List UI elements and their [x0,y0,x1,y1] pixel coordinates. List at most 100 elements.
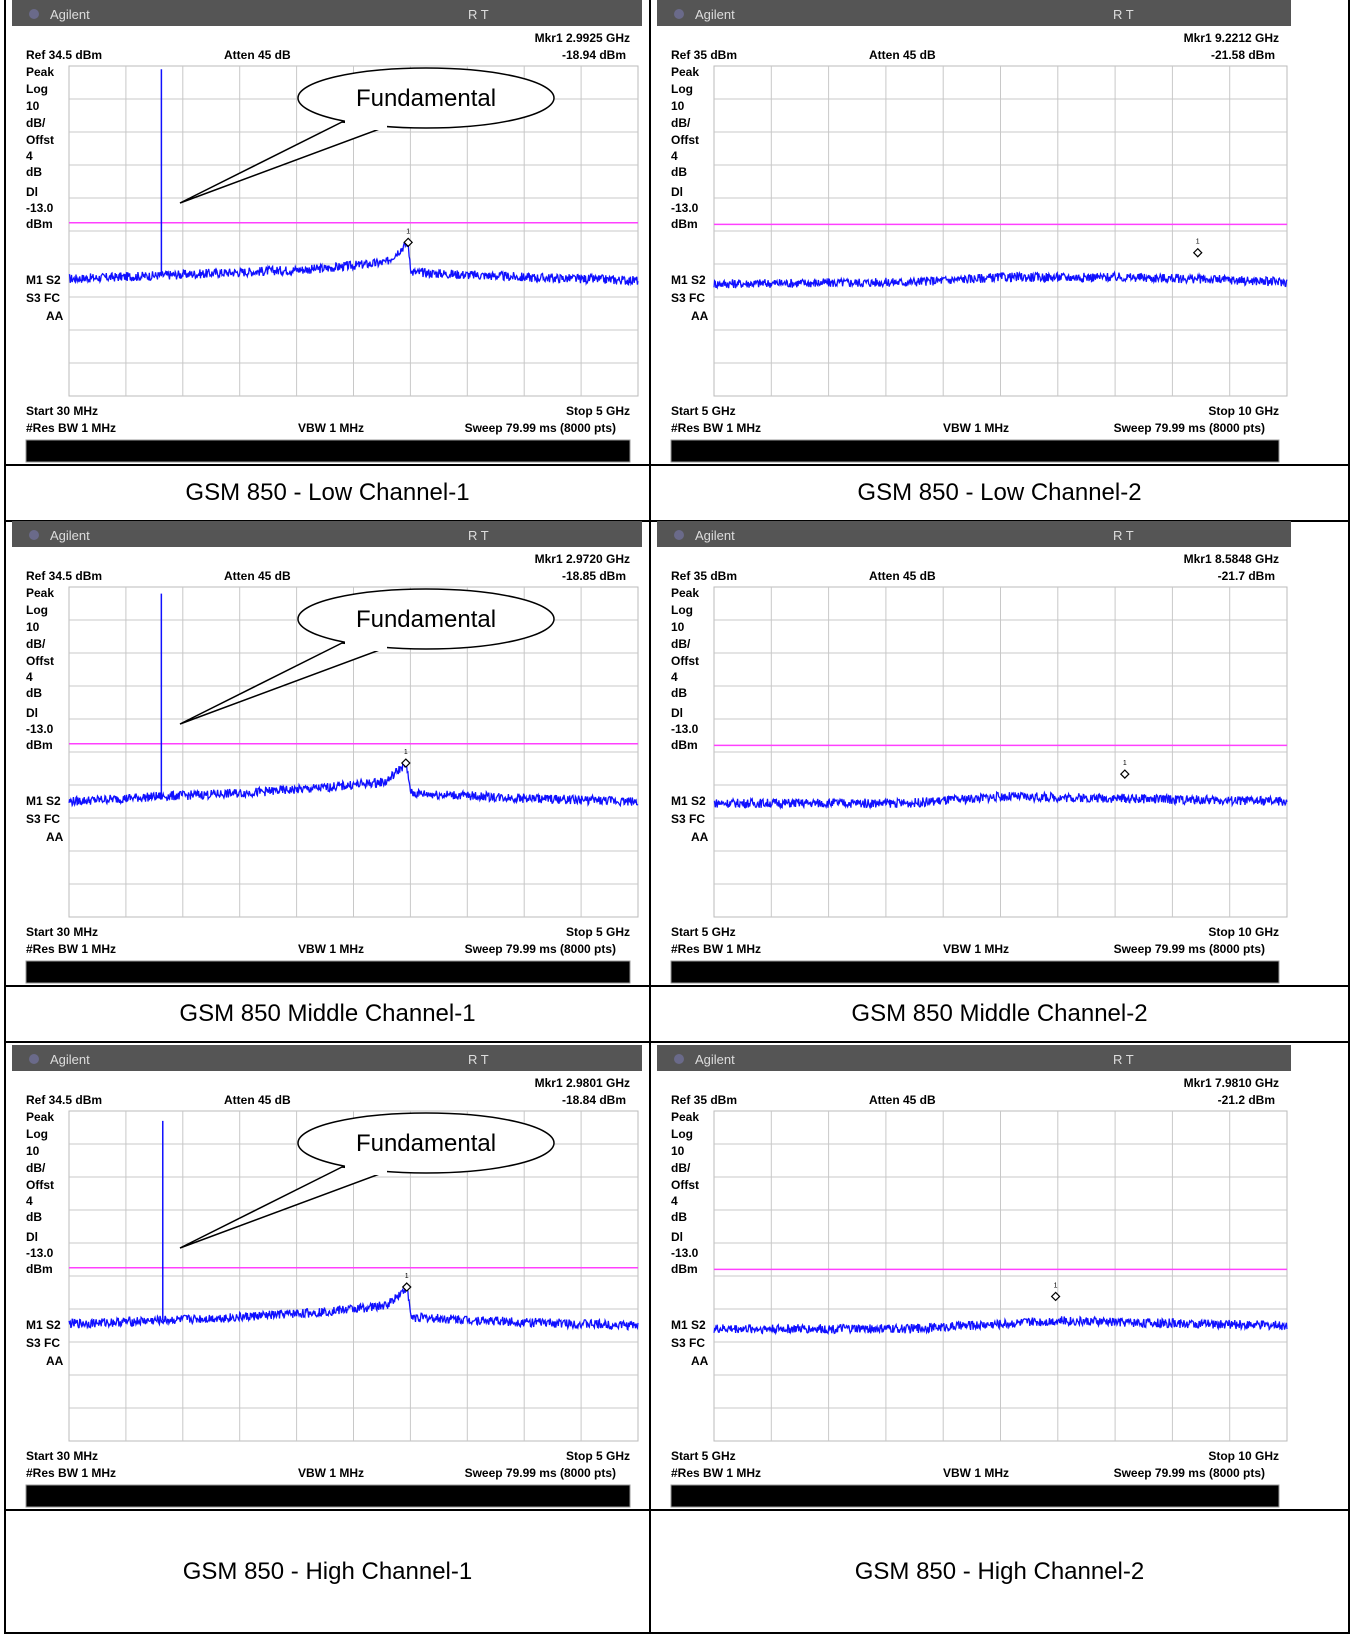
scale-label: 10 [26,620,40,634]
scale-label: Peak [26,1110,54,1124]
marker-frequency: Mkr1 2.9720 GHz [535,552,630,566]
marker-diamond-icon [400,758,411,768]
scale-label: dB/ [671,637,691,651]
agilent-logo-icon [674,1054,684,1064]
start-frequency: Start 5 GHz [671,404,736,418]
scale-label: Log [26,603,48,617]
video-bandwidth: VBW 1 MHz [943,942,1009,956]
status-label: M1 S2 [26,1318,61,1332]
spectrum-trace [68,761,639,808]
scale-label: -13.0 [26,722,54,736]
scale-label: 10 [671,1144,685,1158]
marker-diamond-icon [1050,1291,1061,1302]
scale-label: dB [671,686,687,700]
marker-frequency: Mkr1 2.9801 GHz [535,1076,630,1090]
stop-frequency: Stop 10 GHz [1208,1449,1279,1463]
marker-level: -18.84 dBm [562,1093,626,1107]
callout-joint [345,639,387,651]
scale-label: Dl [671,185,683,199]
status-label: AA [691,830,709,844]
callout-bubble [297,588,555,650]
scale-label: dB/ [26,637,46,651]
resolution-bandwidth: #Res BW 1 MHz [671,1466,761,1480]
marker-number: 1 [405,1273,409,1280]
agilent-logo-icon [29,530,39,540]
stop-frequency: Stop 5 GHz [566,925,630,939]
brand-label: Agilent [50,7,90,22]
analyzer-screen: Agilent R T Mkr1 8.5848 GHz -21.7 dBm Ref 35… [657,521,1291,984]
sweep-time: Sweep 79.99 ms (8000 pts) [465,421,616,435]
scale-label: dB/ [671,1161,691,1175]
scale-label: dBm [26,1262,53,1276]
start-frequency: Start 30 MHz [26,1449,98,1463]
figure-table: Agilent R T Mkr1 2.9925 GHz -18.94 dBm Ref 3… [4,0,1350,1634]
scale-label: dBm [671,217,698,231]
status-bar [670,960,1280,984]
scale-label: Log [26,1127,48,1141]
ref-level: Ref 35 dBm [671,48,737,62]
rt-label: R T [1113,528,1134,543]
scale-label: Offst [26,1178,54,1192]
scale-label: Dl [671,706,683,720]
ref-level: Ref 34.5 dBm [26,48,102,62]
callout-joint [345,118,387,130]
spectrum-trace [68,1284,639,1331]
analyzer-screen: Agilent R T Mkr1 7.9810 GHz -21.2 dBm Ref 35… [657,1045,1291,1508]
attenuation: Atten 45 dB [869,569,936,583]
video-bandwidth: VBW 1 MHz [943,1466,1009,1480]
scale-label: Peak [671,1110,699,1124]
resolution-bandwidth: #Res BW 1 MHz [26,421,116,435]
attenuation: Atten 45 dB [869,1093,936,1107]
status-label: S3 FC [26,1336,60,1350]
marker-number: 1 [1054,1282,1058,1289]
ref-level: Ref 34.5 dBm [26,569,102,583]
marker-frequency: Mkr1 2.9925 GHz [535,31,630,45]
scale-label: Offst [26,654,54,668]
scale-label: Log [671,603,693,617]
scale-label: Peak [26,586,54,600]
status-label: M1 S2 [671,273,706,287]
start-frequency: Start 30 MHz [26,925,98,939]
marker-level: -21.58 dBm [1211,48,1275,62]
analyzer-screen: Agilent R T Mkr1 9.2212 GHz -21.58 dBm Ref 3… [657,0,1291,463]
analyzer-panel-2: Agilent R T Mkr1 9.2212 GHz -21.58 dBm Ref 3… [657,0,1291,465]
marker-level: -18.85 dBm [562,569,626,583]
scale-label: -13.0 [671,722,699,736]
analyzer-panel-3: Agilent R T Mkr1 2.9720 GHz -18.85 dBm Ref 3… [12,521,642,986]
marker-frequency: Mkr1 7.9810 GHz [1184,1076,1279,1090]
brand-label: Agilent [695,528,735,543]
scale-label: Dl [26,706,38,720]
scale-label: -13.0 [671,1246,699,1260]
status-label: AA [691,309,709,323]
marker-number: 1 [406,228,410,235]
scale-label: Log [671,1127,693,1141]
rt-label: R T [1113,1052,1134,1067]
sweep-time: Sweep 79.99 ms (8000 pts) [465,942,616,956]
ref-level: Ref 35 dBm [671,1093,737,1107]
scale-label: 4 [671,670,678,684]
marker-diamond-icon [401,1282,412,1292]
scale-label: 4 [671,1194,678,1208]
marker-level: -21.7 dBm [1218,569,1275,583]
brand-label: Agilent [695,7,735,22]
analyzer-panel-5: Agilent R T Mkr1 2.9801 GHz -18.84 dBm Ref 3… [12,1045,642,1510]
marker-number: 1 [404,749,408,756]
caption-2: GSM 850 - Low Channel-2 [651,464,1348,522]
scale-label: Dl [26,185,38,199]
sweep-time: Sweep 79.99 ms (8000 pts) [1114,421,1265,435]
rt-label: R T [468,1052,489,1067]
video-bandwidth: VBW 1 MHz [298,421,364,435]
agilent-logo-icon [29,9,39,19]
analyzer-screen: Agilent R T Mkr1 2.9925 GHz -18.94 dBm Ref 3… [12,0,642,463]
scale-label: -13.0 [26,1246,54,1260]
resolution-bandwidth: #Res BW 1 MHz [671,942,761,956]
start-frequency: Start 5 GHz [671,925,736,939]
attenuation: Atten 45 dB [224,569,291,583]
status-label: AA [46,309,64,323]
scale-label: 4 [26,1194,33,1208]
scale-label: Offst [671,654,699,668]
spectrum-trace [713,270,1288,290]
scale-label: Dl [26,1230,38,1244]
brand-label: Agilent [695,1052,735,1067]
status-bar [670,1484,1280,1508]
